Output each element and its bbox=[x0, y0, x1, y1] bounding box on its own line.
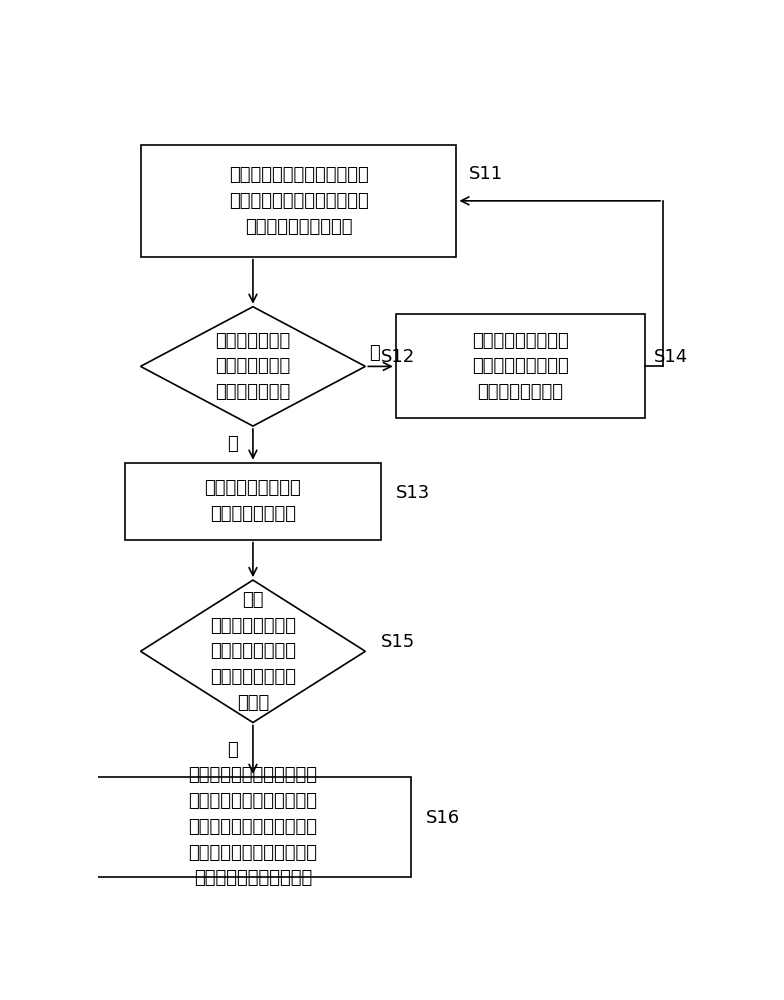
Text: 处理单元通过声音单元提醒
受测者调整与显示单元横向
的位置关系，确保受测者头
部通过摄像头成像是否落入
显示单元形成的人脸框内: 处理单元通过声音单元提醒 受测者调整与显示单元横向 的位置关系，确保受测者头 部… bbox=[188, 766, 318, 887]
Text: 否: 否 bbox=[227, 741, 238, 759]
Bar bbox=[125, 463, 380, 540]
Text: 是: 是 bbox=[227, 435, 238, 453]
Text: 通过摄像头获取受测
者头部的图像信息: 通过摄像头获取受测 者头部的图像信息 bbox=[205, 479, 301, 523]
Text: S16: S16 bbox=[426, 809, 460, 827]
Text: 学习桌上的测距传感器测量受
测者与显示单元之间的距离，
处理单元获取距离信息: 学习桌上的测距传感器测量受 测者与显示单元之间的距离， 处理单元获取距离信息 bbox=[229, 166, 368, 236]
Text: S12: S12 bbox=[380, 348, 415, 366]
Polygon shape bbox=[140, 307, 365, 426]
Text: S14: S14 bbox=[654, 348, 688, 366]
Polygon shape bbox=[140, 580, 365, 723]
Text: S11: S11 bbox=[469, 165, 503, 183]
Text: S13: S13 bbox=[396, 484, 430, 502]
Text: 处理单元通过声音单
元提醒受测者调整与
学习桌之间的距离: 处理单元通过声音单 元提醒受测者调整与 学习桌之间的距离 bbox=[472, 332, 568, 401]
Bar bbox=[396, 314, 644, 418]
Bar bbox=[140, 145, 456, 257]
Bar bbox=[95, 777, 411, 877]
Text: S15: S15 bbox=[380, 633, 415, 651]
Text: 否: 否 bbox=[369, 344, 379, 362]
Text: 处理单元判断距
离信息是否位于
预设距离范围内: 处理单元判断距 离信息是否位于 预设距离范围内 bbox=[216, 332, 291, 401]
Text: 判断
受测者头部通过摄
像头成像是否落入
显示单元形成的人
脸框内: 判断 受测者头部通过摄 像头成像是否落入 显示单元形成的人 脸框内 bbox=[210, 591, 296, 712]
